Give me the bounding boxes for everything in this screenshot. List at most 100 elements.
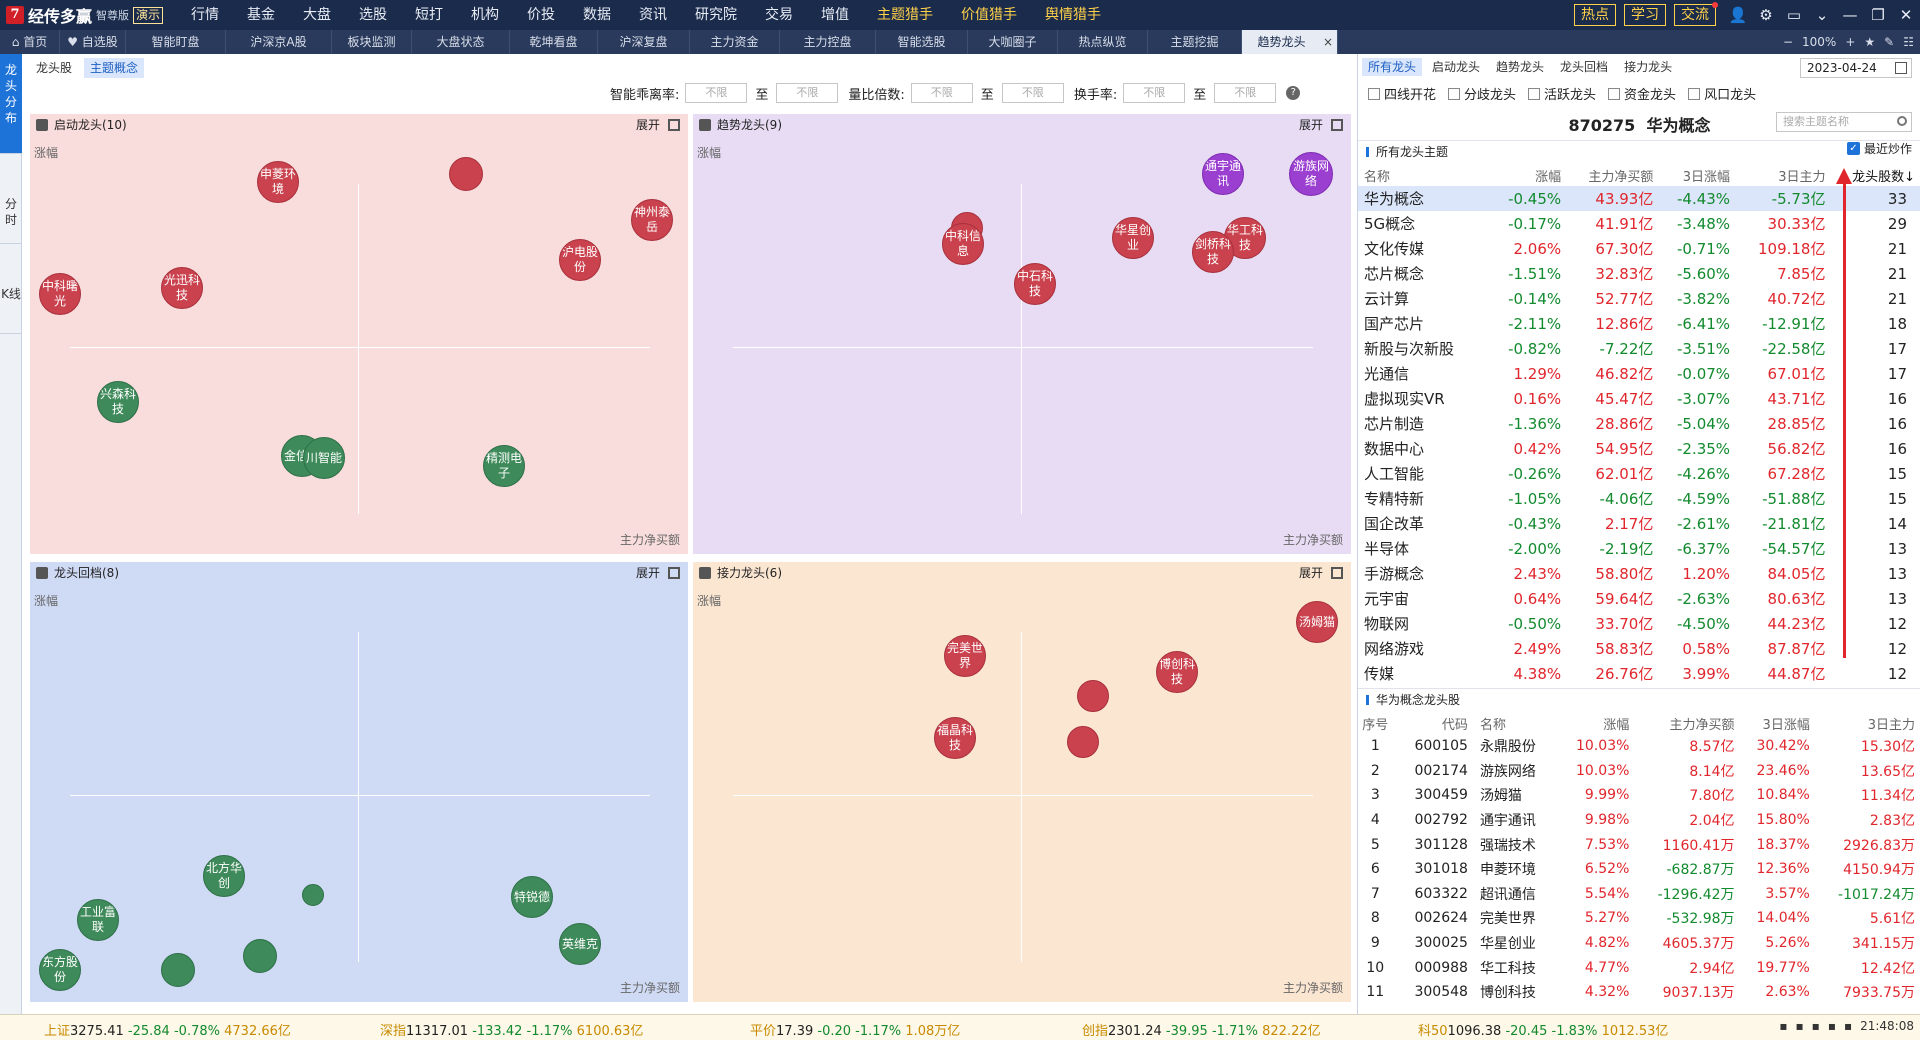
table-row[interactable]: 8 002624 完美世界 5.27% -532.98万 14.04% 5.61亿 xyxy=(1358,906,1920,931)
menu-item[interactable]: 主题猎手 xyxy=(877,7,934,23)
stock-bubble[interactable]: 游族网络 xyxy=(1289,152,1333,196)
column-header[interactable]: 主力净买额 xyxy=(1669,717,1735,733)
table-row[interactable]: 人工智能 -0.26% 62.01亿 -4.26% 67.28亿 15 xyxy=(1358,461,1920,486)
menu-item[interactable]: 短打 xyxy=(415,7,444,23)
tab-9[interactable]: 主力控盘 xyxy=(780,30,876,54)
filter-checkbox[interactable]: 四线开花 xyxy=(1368,84,1436,103)
fullscreen-icon[interactable] xyxy=(668,567,680,579)
date-picker[interactable]: 2023-04-24 xyxy=(1800,58,1912,78)
volume-ratio-max-input[interactable]: 不限 xyxy=(1001,83,1064,103)
restore-icon[interactable]: ❐ xyxy=(1871,6,1885,24)
table-row[interactable]: 1 600105 永鼎股份 10.03% 8.57亿 30.42% 15.30亿 xyxy=(1358,734,1920,759)
table-row[interactable]: 10 000988 华工科技 4.77% 2.94亿 19.77% 12.42亿 xyxy=(1358,955,1920,980)
menu-item[interactable]: 舆情猎手 xyxy=(1045,7,1102,23)
column-header[interactable]: 名称 xyxy=(1364,169,1391,185)
table-row[interactable]: 元宇宙 0.64% 59.64亿 -2.63% 80.63亿 13 xyxy=(1358,586,1920,611)
menu-item[interactable]: 选股 xyxy=(359,7,388,23)
zoom-out-icon[interactable]: − xyxy=(1782,35,1794,49)
menu-item[interactable]: 价值猎手 xyxy=(961,7,1018,23)
chat-button[interactable]: 交流 xyxy=(1674,2,1718,26)
edit-icon[interactable]: ✎ xyxy=(1884,35,1895,49)
table-row[interactable]: 芯片制造 -1.36% 28.86亿 -5.04% 28.85亿 16 xyxy=(1358,411,1920,436)
table-row[interactable]: 7 603322 超讯通信 5.54% -1296.42万 3.57% -1017.24万 xyxy=(1358,882,1920,907)
stock-bubble[interactable]: 福晶科技 xyxy=(934,717,976,759)
filter-checkbox[interactable]: 风口龙头 xyxy=(1688,84,1756,103)
zoom-level[interactable]: 100% xyxy=(1802,35,1837,49)
stock-bubble[interactable]: 中科曙光 xyxy=(39,273,81,315)
leader-tab[interactable]: 龙头回档 xyxy=(1560,60,1609,74)
save-icon[interactable]: ▪ xyxy=(1779,1019,1788,1033)
checkbox-box[interactable] xyxy=(1368,87,1380,100)
star-icon[interactable]: ★ xyxy=(1864,35,1876,49)
user-icon[interactable]: 👤 xyxy=(1728,6,1748,24)
stock-bubble[interactable]: 博创科技 xyxy=(1156,651,1198,693)
table-row[interactable]: 专精特新 -1.05% -4.06亿 -4.59% -51.88亿 15 xyxy=(1358,486,1920,511)
turnover-max-input[interactable]: 不限 xyxy=(1214,83,1277,103)
leader-tab[interactable]: 趋势龙头 xyxy=(1496,60,1545,74)
stock-bubble[interactable]: 精测电子 xyxy=(483,445,525,487)
turnover-min-input[interactable]: 不限 xyxy=(1123,83,1186,103)
table-row[interactable]: 云计算 -0.14% 52.77亿 -3.82% 40.72亿 21 xyxy=(1358,286,1920,311)
table-row[interactable]: 4 002792 通宇通讯 9.98% 2.04亿 15.80% 2.83亿 xyxy=(1358,808,1920,833)
menu-item[interactable]: 资讯 xyxy=(639,7,668,23)
stock-bubble[interactable] xyxy=(449,157,483,191)
leader-tab[interactable]: 所有龙头 xyxy=(1362,58,1423,76)
search-icon[interactable] xyxy=(1897,116,1907,126)
column-header[interactable]: 3日涨幅 xyxy=(1762,717,1810,733)
fullscreen-icon[interactable] xyxy=(668,119,680,131)
stock-bubble[interactable]: 完美世界 xyxy=(944,635,986,677)
expand-button[interactable]: 展开 xyxy=(635,118,660,132)
stock-bubble[interactable]: 通宇通讯 xyxy=(1202,153,1244,195)
stock-bubble[interactable]: 东方股份 xyxy=(39,949,81,991)
column-header[interactable]: 3日主力 xyxy=(1778,169,1826,185)
tab-intraday[interactable]: 分时 xyxy=(0,154,22,244)
stock-bubble[interactable]: 华星创业 xyxy=(1112,217,1154,259)
table-row[interactable]: 文化传媒 2.06% 67.30亿 -0.71% 109.18亿 21 xyxy=(1358,236,1920,261)
tab-12[interactable]: 热点纵览 xyxy=(1058,30,1148,54)
deviation-max-input[interactable]: 不限 xyxy=(776,83,839,103)
tab-5[interactable]: 大盘状态 xyxy=(412,30,510,54)
help-icon[interactable]: ? xyxy=(1286,86,1301,100)
tab-2[interactable]: 智能盯盘 xyxy=(126,30,226,54)
stock-bubble[interactable]: 申菱环境 xyxy=(257,161,299,203)
table-row[interactable]: 传媒 4.38% 26.76亿 3.99% 44.87亿 12 xyxy=(1358,661,1920,686)
table-row[interactable]: 半导体 -2.00% -2.19亿 -6.37% -54.57亿 13 xyxy=(1358,536,1920,561)
stock-bubble[interactable]: 中科信息 xyxy=(942,223,984,265)
learn-button[interactable]: 学习 xyxy=(1624,4,1666,26)
table-row[interactable]: 9 300025 华星创业 4.82% 4605.37万 5.26% 341.15万 xyxy=(1358,931,1920,956)
menu-item[interactable]: 价投 xyxy=(527,7,556,23)
table-row[interactable]: 数据中心 0.42% 54.95亿 -2.35% 56.82亿 16 xyxy=(1358,436,1920,461)
grid-icon[interactable]: ☷ xyxy=(1903,35,1914,49)
stock-bubble[interactable] xyxy=(1067,726,1099,758)
tab-10[interactable]: 智能选股 xyxy=(876,30,968,54)
menu-item[interactable]: 增值 xyxy=(821,7,850,23)
tab-1[interactable]: ♥ 自选股 xyxy=(60,30,126,54)
stock-bubble[interactable] xyxy=(302,884,324,906)
chart-icon[interactable]: ▪ xyxy=(1827,1019,1836,1033)
checkbox-box[interactable] xyxy=(1528,87,1541,100)
stock-bubble[interactable]: 汤姆猫 xyxy=(1296,601,1338,643)
zoom-in-icon[interactable]: + xyxy=(1845,35,1856,49)
menu-item[interactable]: 基金 xyxy=(247,7,276,23)
table-row[interactable]: 11 300548 博创科技 4.32% 9037.13万 2.63% 7933.75万 xyxy=(1358,980,1920,1005)
expand-button[interactable]: 展开 xyxy=(635,566,660,580)
menu-item[interactable]: 机构 xyxy=(471,7,500,23)
index-quote[interactable]: 平价17.39 -0.20 -1.17% 1.08万亿 xyxy=(750,1020,960,1039)
calendar-icon[interactable] xyxy=(1895,62,1907,74)
column-header[interactable]: 主力净买额 xyxy=(1588,169,1654,185)
tab-close-icon[interactable]: × xyxy=(1322,35,1333,49)
stock-bubble[interactable]: 神州泰岳 xyxy=(631,199,673,241)
column-header[interactable]: 3日主力 xyxy=(1867,717,1915,733)
table-row[interactable]: 手游概念 2.43% 58.80亿 1.20% 84.05亿 13 xyxy=(1358,561,1920,586)
hot-button[interactable]: 热点 xyxy=(1574,4,1616,26)
stock-bubble[interactable]: 中石科技 xyxy=(1014,263,1056,305)
table-row[interactable]: 5 301128 强瑞技术 7.53% 1160.41万 18.37% 2926.83万 xyxy=(1358,832,1920,857)
table-row[interactable]: 物联网 -0.50% 33.70亿 -4.50% 44.23亿 12 xyxy=(1358,611,1920,636)
index-quote[interactable]: 科501096.38 -20.45 -1.83% 1012.53亿 xyxy=(1418,1020,1668,1039)
column-header[interactable]: 代码 xyxy=(1441,717,1468,733)
checkbox-box[interactable] xyxy=(1448,87,1461,100)
tab-0[interactable]: ⌂ 首页 xyxy=(0,30,60,54)
tab-4[interactable]: 板块监测 xyxy=(332,30,412,54)
theme-search-input[interactable]: 搜索主题名称 xyxy=(1776,112,1912,132)
tab-leader-distribution[interactable]: 龙头分布 xyxy=(0,54,22,154)
